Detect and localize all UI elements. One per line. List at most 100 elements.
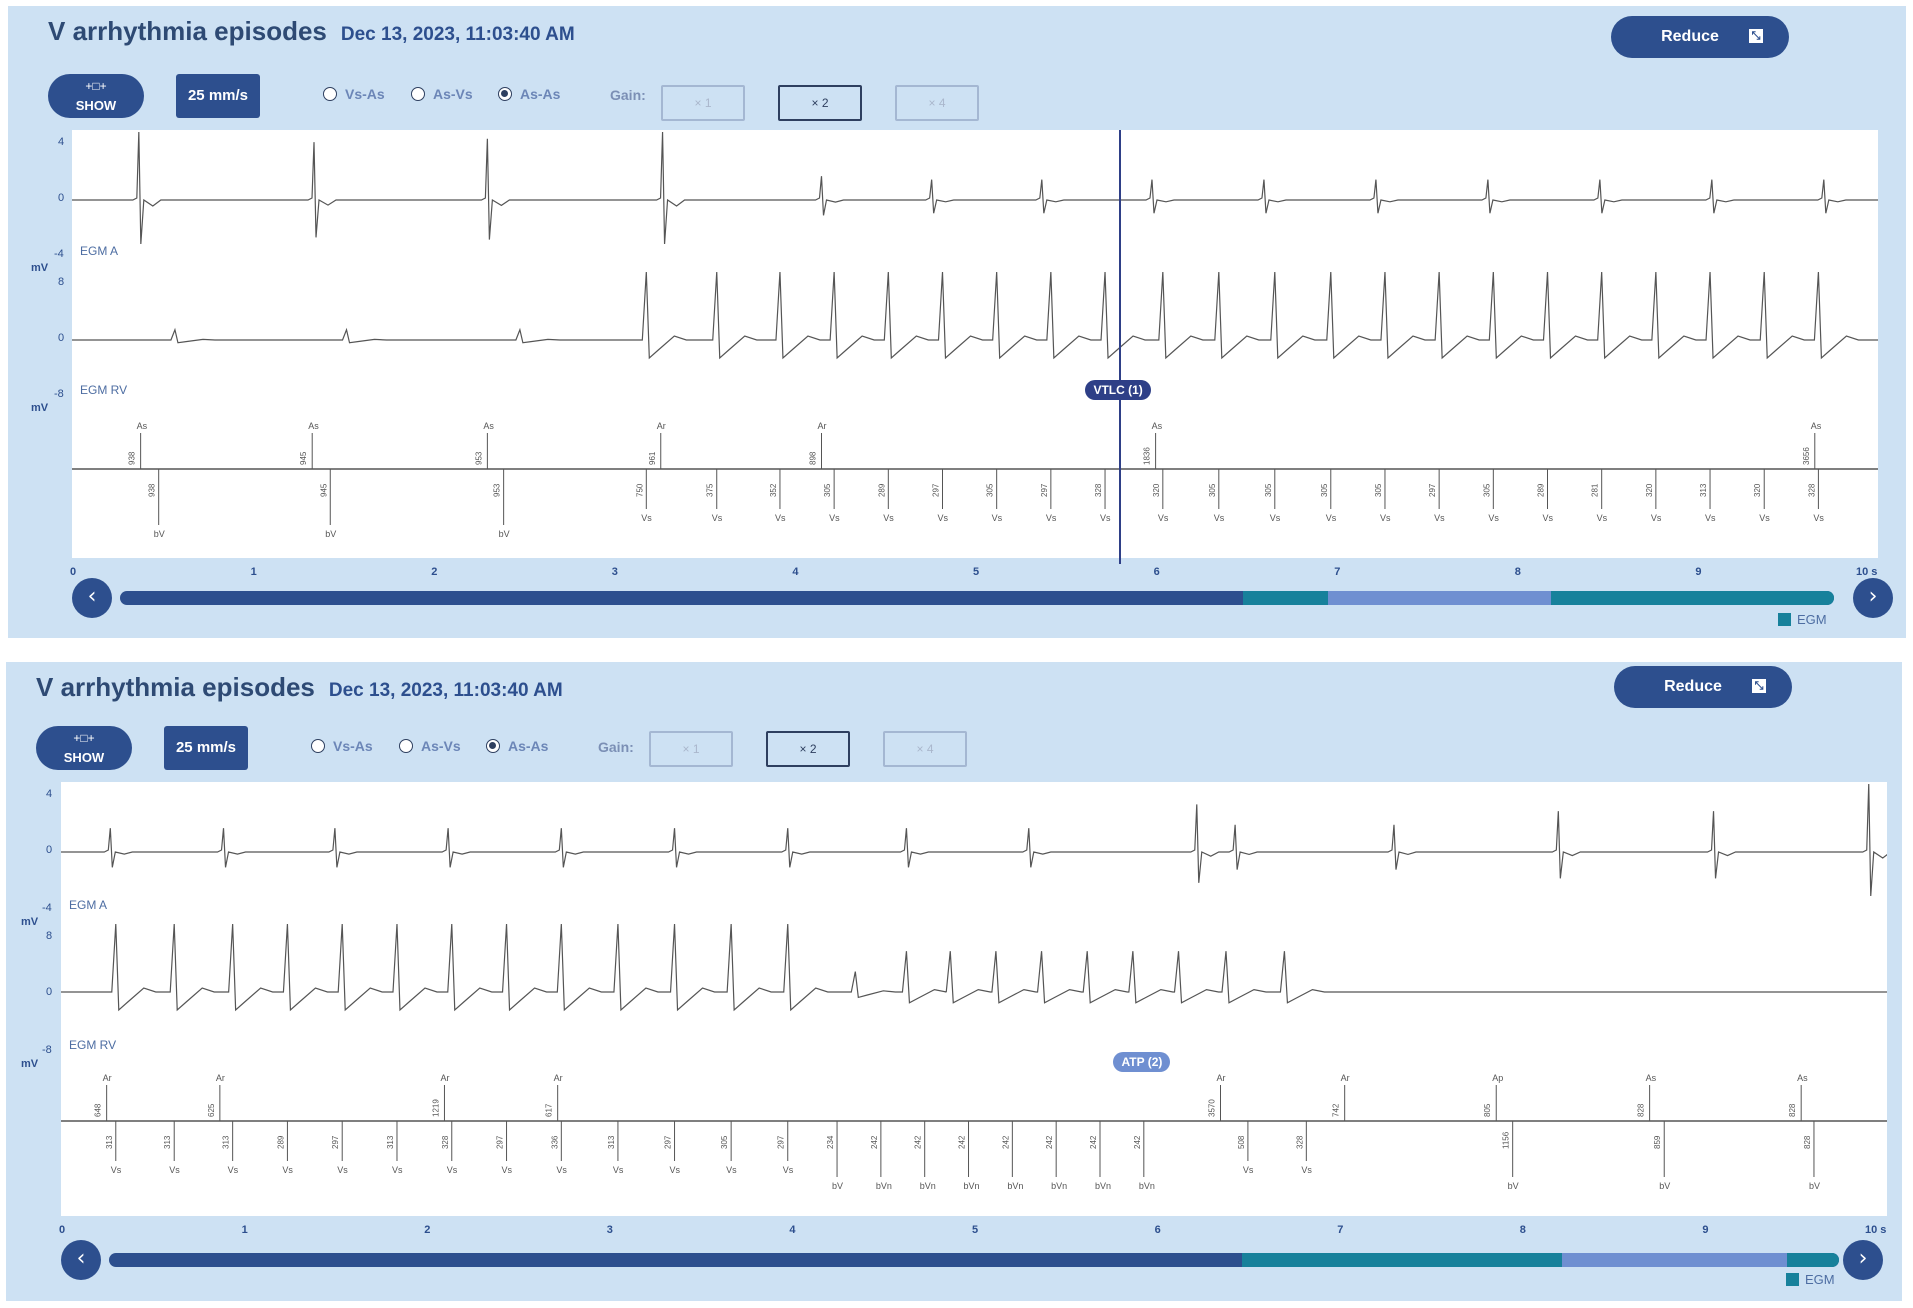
marker-label: Vs xyxy=(937,513,948,523)
speed-button[interactable]: 25 mm/s xyxy=(164,726,248,770)
gain-x2-button[interactable]: × 2 xyxy=(766,731,850,767)
marker-label: bV xyxy=(499,529,510,539)
marker-value: 617 xyxy=(545,1103,554,1117)
next-button[interactable]: › xyxy=(1853,578,1893,618)
gain-x4-button[interactable]: × 4 xyxy=(895,85,979,121)
egm-rv-label: EGM RV xyxy=(80,383,128,397)
egm-traces: Ar 648 Ar 625 Ar 1219 Ar 617 Ar 3570 Ar 742 Ap 805 As 8… xyxy=(61,783,1893,1191)
radio-vs-as[interactable]: Vs-As xyxy=(323,86,385,102)
marker-label: Vs xyxy=(1705,513,1716,523)
time-tick: 10 s xyxy=(1865,1224,1887,1236)
scrollbar-segment xyxy=(1787,1253,1839,1267)
marker-value: 313 xyxy=(386,1135,395,1149)
marker-label: Vs xyxy=(282,1165,293,1175)
next-button[interactable]: › xyxy=(1843,1240,1883,1280)
gain-x2-button[interactable]: × 2 xyxy=(778,85,862,121)
radio-as-as[interactable]: As-As xyxy=(486,738,548,754)
prev-button[interactable]: ‹ xyxy=(72,578,112,618)
gain-x1-button[interactable]: × 1 xyxy=(649,731,733,767)
show-button[interactable]: +□+ SHOW xyxy=(36,726,132,770)
time-tick: 9 xyxy=(1702,1224,1709,1236)
marker-value: 742 xyxy=(1332,1103,1341,1117)
marker-value: 297 xyxy=(331,1135,340,1149)
marker-value: 898 xyxy=(808,451,817,465)
radio-as-vs[interactable]: As-Vs xyxy=(411,86,473,102)
marker-value: 336 xyxy=(550,1135,559,1149)
marker-label: Vs xyxy=(1158,513,1169,523)
episode-datetime: Dec 13, 2023, 11:03:40 AM xyxy=(340,24,575,45)
chevron-left-icon: ‹ xyxy=(87,584,97,609)
marker-label: Vs xyxy=(1270,513,1281,523)
gain-label: Gain: xyxy=(610,87,646,103)
timeline-scrollbar[interactable] xyxy=(120,591,1834,605)
speed-button[interactable]: 25 mm/s xyxy=(176,74,260,118)
reduce-button[interactable]: Reduce ⤡ xyxy=(1614,666,1792,708)
marker-value: 328 xyxy=(1295,1135,1304,1149)
marker-label: As xyxy=(1646,1073,1657,1083)
episode-marker-vtlc[interactable]: VTLC (1) xyxy=(1085,380,1151,400)
time-tick: 1 xyxy=(250,566,257,578)
legend-egm: EGM xyxy=(1778,612,1827,627)
marker-label: bVn xyxy=(1051,1181,1067,1191)
legend-swatch xyxy=(1786,1273,1799,1286)
prev-button[interactable]: ‹ xyxy=(61,1240,101,1280)
egm-a-unit: mV xyxy=(21,916,39,928)
egm-a-tick: 0 xyxy=(58,192,65,204)
egm-a-tick: -4 xyxy=(54,248,64,260)
marker-label: As xyxy=(1152,421,1163,431)
gain-x4-button[interactable]: × 4 xyxy=(883,731,967,767)
marker-label: Vs xyxy=(1651,513,1662,523)
marker-label: bV xyxy=(1508,1181,1519,1191)
time-cursor[interactable] xyxy=(1119,130,1122,564)
marker-label: bVn xyxy=(1007,1181,1023,1191)
radio-vs-as[interactable]: Vs-As xyxy=(311,738,373,754)
egm-rv-tick: 8 xyxy=(58,276,65,288)
reduce-button[interactable]: Reduce ⤡ xyxy=(1611,16,1789,58)
marker-value: 305 xyxy=(720,1135,729,1149)
egm-rv-tick: 8 xyxy=(46,930,53,942)
marker-toggle-icon: +□+ xyxy=(85,79,107,93)
marker-label: Vs xyxy=(111,1165,122,1175)
marker-value: 297 xyxy=(1428,483,1437,497)
marker-label: Vs xyxy=(1100,513,1111,523)
episode-marker-atp[interactable]: ATP (2) xyxy=(1113,1052,1171,1072)
egm-rv-label: EGM RV xyxy=(69,1038,117,1052)
time-tick: 2 xyxy=(431,566,438,578)
marker-value: 828 xyxy=(1637,1103,1646,1117)
chevron-left-icon: ‹ xyxy=(76,1246,86,1271)
marker-label: Vs xyxy=(783,1165,794,1175)
marker-label: Vs xyxy=(613,1165,624,1175)
radio-as-as[interactable]: As-As xyxy=(498,86,560,102)
marker-value: 305 xyxy=(1320,483,1329,497)
marker-value: 805 xyxy=(1483,1103,1492,1117)
marker-value: 242 xyxy=(1001,1135,1010,1149)
egm-a-trace xyxy=(72,131,1878,245)
marker-value: 242 xyxy=(870,1135,879,1149)
marker-label: bV xyxy=(832,1181,843,1191)
marker-value: 375 xyxy=(706,483,715,497)
marker-value: 320 xyxy=(1152,483,1161,497)
marker-value: 859 xyxy=(1653,1135,1662,1149)
time-tick: 4 xyxy=(789,1224,796,1236)
timeline-scrollbar[interactable] xyxy=(109,1253,1839,1267)
marker-label: Vs xyxy=(1214,513,1225,523)
egm-chart[interactable]: Ar 648 Ar 625 Ar 1219 Ar 617 Ar 3570 Ar 742 Ap 805 As 8… xyxy=(61,782,1893,1216)
marker-value: 313 xyxy=(607,1135,616,1149)
marker-label: Vs xyxy=(1326,513,1337,523)
marker-value: 828 xyxy=(1803,1135,1812,1149)
show-button[interactable]: +□+ SHOW xyxy=(48,74,144,118)
marker-label: bV xyxy=(325,529,336,539)
radio-circle xyxy=(411,87,425,101)
scrollbar-segment xyxy=(1551,591,1834,605)
marker-label: bVn xyxy=(920,1181,936,1191)
marker-value: 305 xyxy=(1264,483,1273,497)
egm-chart[interactable]: As 938 As 945 As 953 Ar 961 Ar 898 As 1836 As 3656 bV 9… xyxy=(72,130,1878,558)
marker-label: Ar xyxy=(657,421,666,431)
marker-value: 242 xyxy=(1089,1135,1098,1149)
time-tick: 1 xyxy=(241,1224,248,1236)
radio-as-vs[interactable]: As-Vs xyxy=(399,738,461,754)
marker-value: 328 xyxy=(1807,483,1816,497)
egm-a-tick: 4 xyxy=(46,788,53,800)
gain-x1-button[interactable]: × 1 xyxy=(661,85,745,121)
marker-label: Ar xyxy=(440,1073,449,1083)
